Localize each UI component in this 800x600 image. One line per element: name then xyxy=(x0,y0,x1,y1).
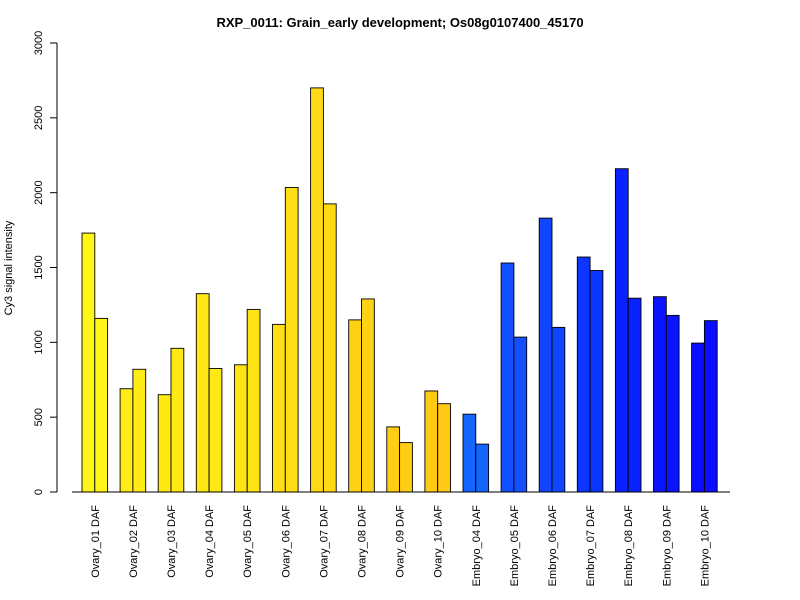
x-tick-label: Ovary_10 DAF xyxy=(433,505,445,578)
x-tick-label: Ovary_01 DAF xyxy=(90,505,102,578)
bar xyxy=(475,443,490,493)
bar xyxy=(513,336,528,493)
bar xyxy=(157,394,172,493)
bar xyxy=(81,232,96,493)
bar xyxy=(424,390,439,493)
y-tick-label: 3000 xyxy=(33,31,45,55)
chart-title: RXP_0011: Grain_early development; Os08g… xyxy=(216,15,583,30)
bar xyxy=(576,256,591,493)
x-tick-label: Ovary_05 DAF xyxy=(242,505,254,578)
bar xyxy=(691,342,705,493)
bar xyxy=(233,364,248,493)
bar xyxy=(462,413,477,493)
bar xyxy=(500,262,515,493)
bar xyxy=(627,297,642,493)
x-tick-label: Ovary_03 DAF xyxy=(166,505,178,578)
y-tick-label: 1000 xyxy=(33,330,45,354)
bar xyxy=(589,270,604,493)
y-tick-label: 2500 xyxy=(33,106,45,130)
x-tick-label: Embryo_04 DAF xyxy=(471,505,483,587)
bar xyxy=(170,347,185,493)
bar xyxy=(437,403,451,493)
y-tick-label: 500 xyxy=(33,408,45,426)
bar xyxy=(399,442,413,493)
bar xyxy=(551,326,566,493)
x-tick-label: Embryo_10 DAF xyxy=(699,505,711,587)
bar xyxy=(322,203,337,493)
bar xyxy=(119,388,134,493)
x-tick-label: Embryo_05 DAF xyxy=(509,505,521,587)
bar xyxy=(284,186,299,493)
x-tick-label: Embryo_06 DAF xyxy=(547,505,559,587)
bar xyxy=(272,323,286,493)
x-tick-label: Ovary_09 DAF xyxy=(395,505,407,578)
bar xyxy=(208,368,223,493)
y-tick-label: 2000 xyxy=(33,180,45,204)
bar xyxy=(310,87,324,493)
y-axis: 0 500 1000 1500 2000 2500 3000 xyxy=(33,31,58,495)
x-tick-label: Ovary_04 DAF xyxy=(204,505,216,578)
bar xyxy=(348,319,362,493)
y-tick-label: 0 xyxy=(33,489,45,495)
bar xyxy=(386,426,401,493)
x-tick-label: Embryo_08 DAF xyxy=(623,505,635,587)
bar xyxy=(94,317,109,493)
bars-group xyxy=(81,87,718,493)
x-tick-label: Ovary_08 DAF xyxy=(357,505,369,578)
x-tick-label: Embryo_09 DAF xyxy=(661,505,673,587)
bar xyxy=(703,320,718,493)
x-tick-label: Ovary_02 DAF xyxy=(128,505,140,578)
y-axis-label: Cy3 signal intensity xyxy=(3,220,15,315)
x-tick-label: Ovary_07 DAF xyxy=(318,505,330,578)
x-tick-labels: Ovary_01 DAF Ovary_02 DAF Ovary_03 DAF Ovar… xyxy=(90,505,712,587)
x-tick-label: Ovary_06 DAF xyxy=(280,505,292,578)
y-tick-label: 1500 xyxy=(33,255,45,279)
bar xyxy=(195,293,210,493)
bar xyxy=(614,168,629,493)
x-tick-label: Embryo_07 DAF xyxy=(585,505,597,587)
bar xyxy=(538,217,553,493)
bar xyxy=(665,314,680,493)
bar xyxy=(361,298,375,493)
bar xyxy=(653,296,667,493)
bar xyxy=(132,368,147,493)
bar xyxy=(246,308,261,493)
